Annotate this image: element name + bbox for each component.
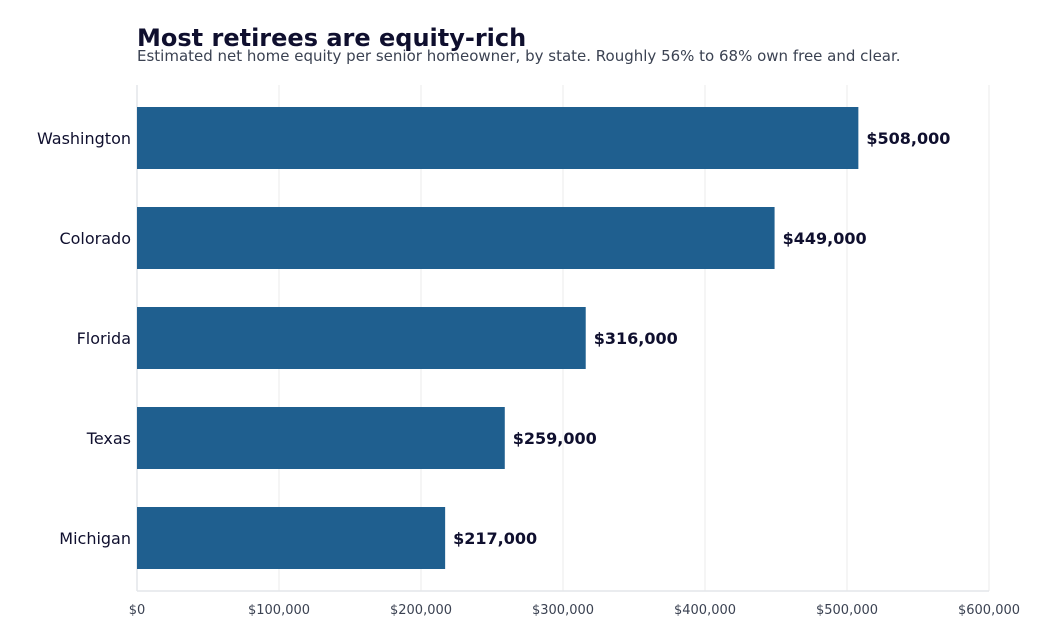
bar-washington bbox=[137, 107, 859, 169]
chart-title: Most retirees are equity-rich bbox=[137, 24, 527, 52]
chart-subtitle: Estimated net home equity per senior hom… bbox=[137, 47, 901, 65]
x-tick-label: $400,000 bbox=[674, 603, 736, 618]
bar-michigan bbox=[137, 507, 446, 569]
bar-florida bbox=[137, 307, 586, 369]
x-tick-label: $300,000 bbox=[532, 603, 594, 618]
x-tick-label: $500,000 bbox=[816, 603, 878, 618]
bar-texas bbox=[137, 407, 505, 469]
data-label: $508,000 bbox=[866, 129, 950, 148]
y-tick-label: Washington bbox=[37, 129, 131, 148]
data-label: $259,000 bbox=[513, 429, 597, 448]
y-tick-label: Michigan bbox=[59, 529, 131, 548]
x-tick-label: $0 bbox=[129, 603, 146, 618]
x-tick-label: $600,000 bbox=[958, 603, 1020, 618]
y-tick-label: Texas bbox=[86, 429, 131, 448]
labels: $0 $100,000 $200,000 $300,000 $400,000 $500,0… bbox=[37, 129, 1020, 618]
data-label: $449,000 bbox=[783, 229, 867, 248]
data-label: $316,000 bbox=[594, 329, 678, 348]
data-label: $217,000 bbox=[453, 529, 537, 548]
bars bbox=[137, 107, 859, 569]
bar-colorado bbox=[137, 207, 775, 269]
x-tick-label: $100,000 bbox=[248, 603, 310, 618]
y-tick-label: Florida bbox=[77, 329, 131, 348]
y-tick-label: Colorado bbox=[59, 229, 131, 248]
x-tick-label: $200,000 bbox=[390, 603, 452, 618]
